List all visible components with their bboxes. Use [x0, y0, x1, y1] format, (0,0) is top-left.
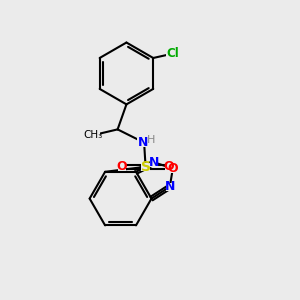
FancyBboxPatch shape — [166, 183, 174, 191]
FancyBboxPatch shape — [166, 49, 178, 58]
FancyBboxPatch shape — [118, 163, 126, 171]
FancyBboxPatch shape — [85, 131, 100, 140]
FancyBboxPatch shape — [165, 163, 173, 171]
Text: N: N — [165, 180, 175, 193]
Text: S: S — [141, 160, 151, 174]
FancyBboxPatch shape — [150, 158, 158, 166]
Text: O: O — [167, 162, 178, 175]
Text: CH₃: CH₃ — [83, 130, 102, 140]
Text: O: O — [117, 160, 127, 173]
Text: H: H — [146, 135, 155, 145]
Text: N: N — [149, 156, 160, 169]
FancyBboxPatch shape — [169, 164, 177, 172]
Text: Cl: Cl — [166, 47, 179, 60]
FancyBboxPatch shape — [137, 138, 154, 147]
Text: O: O — [164, 160, 175, 173]
FancyBboxPatch shape — [142, 163, 150, 171]
Text: N: N — [137, 136, 148, 149]
